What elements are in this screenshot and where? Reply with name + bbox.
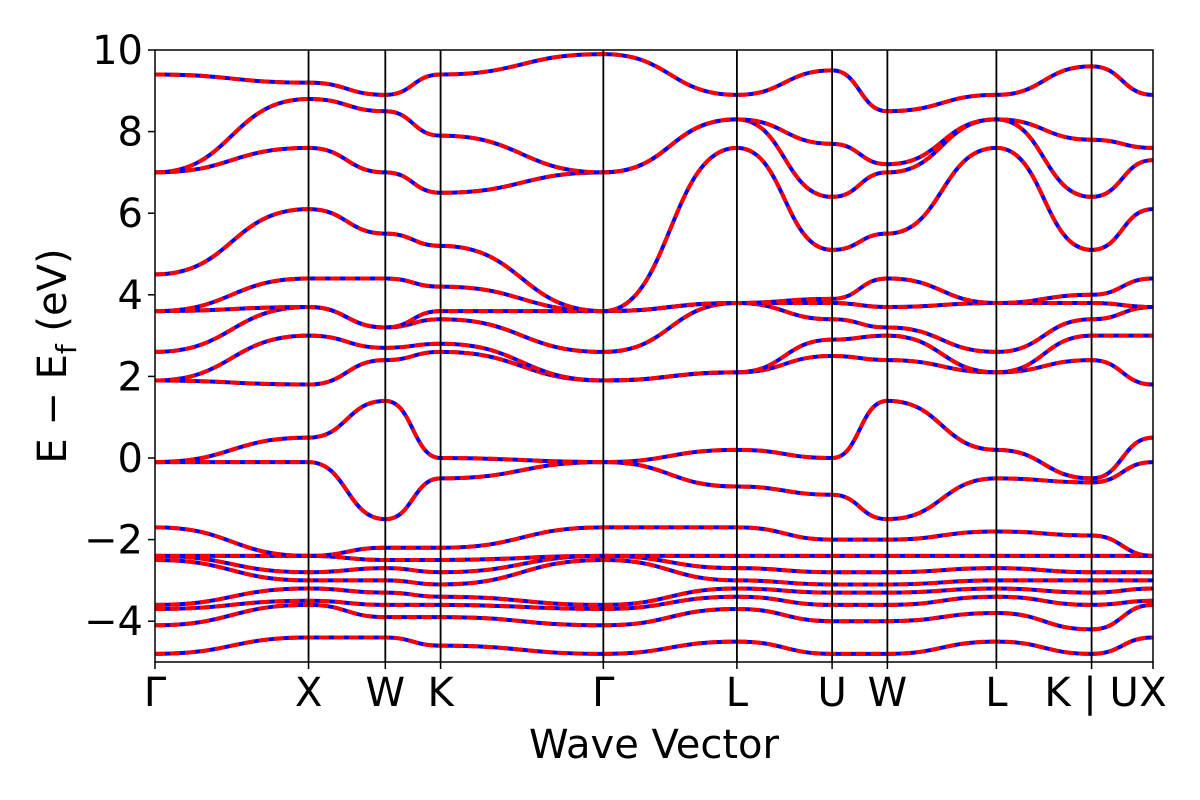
y-axis-ticks: −4 −2 0 2 4 6 8 10 <box>84 28 155 645</box>
y-tick-label-3: 0 <box>118 436 143 482</box>
band-6-interpolated-line <box>155 553 1153 575</box>
y-tick-label-2: −2 <box>84 518 143 564</box>
y-tick-label-1: −4 <box>84 599 143 645</box>
band-8-interpolated-line <box>155 525 1153 558</box>
y-tick-label-4: 2 <box>118 354 143 400</box>
band-5-interpolated-line <box>155 557 1153 587</box>
band-12-interpolated-line <box>155 333 1153 383</box>
x-tick-label-3: W <box>366 670 406 716</box>
band-12-dft-line <box>155 333 1153 383</box>
band-16-interpolated-line <box>155 145 1153 314</box>
band-19-interpolated-line <box>155 52 1153 114</box>
band-18-interpolated-line <box>155 96 1153 175</box>
y-tick-label-5: 4 <box>118 273 143 319</box>
band-10-interpolated-line <box>155 398 1153 481</box>
y-axis-label-unit: (eV) <box>30 248 76 344</box>
band-2-dft-line <box>155 602 1153 632</box>
y-axis-label-main: E − E <box>30 354 76 464</box>
band-18-dft-line <box>155 96 1153 175</box>
band-16-dft-line <box>155 145 1153 314</box>
plot-frame <box>154 49 1154 663</box>
y-axis-label-subscript: f <box>50 343 83 354</box>
x-axis-label: Wave Vector <box>529 722 780 768</box>
x-tick-label-9: L <box>985 670 1008 716</box>
x-tick-label-6: L <box>726 670 749 716</box>
y-tick-label-8: 10 <box>92 28 143 74</box>
band-3-interpolated-line <box>155 594 1153 611</box>
band-4-interpolated-line <box>155 586 1153 607</box>
band-2-interpolated-line <box>155 602 1153 632</box>
band-9-interpolated-line <box>155 460 1153 522</box>
band-lines <box>155 52 1153 656</box>
high-symmetry-lines <box>307 50 1093 662</box>
x-tick-label-1: Γ <box>144 670 167 716</box>
x-tick-label-4: K <box>427 670 455 716</box>
band-15-interpolated-line <box>155 276 1153 314</box>
x-tick-label-5: Γ <box>592 670 615 716</box>
x-tick-label-10: K | U <box>1044 670 1138 716</box>
band-7-interpolated-line <box>155 553 1153 562</box>
x-tick-label-7: U <box>817 670 846 716</box>
band-14-dft-line <box>155 300 1153 330</box>
band-1-interpolated-line <box>155 635 1153 656</box>
x-tick-label-2: X <box>295 670 322 716</box>
y-tick-label-6: 6 <box>118 191 143 237</box>
x-tick-label-8: W <box>868 670 908 716</box>
x-tick-label-11: X <box>1139 670 1166 716</box>
y-tick-label-7: 8 <box>118 110 143 156</box>
y-axis-label: E − Ef (eV) <box>30 248 83 463</box>
